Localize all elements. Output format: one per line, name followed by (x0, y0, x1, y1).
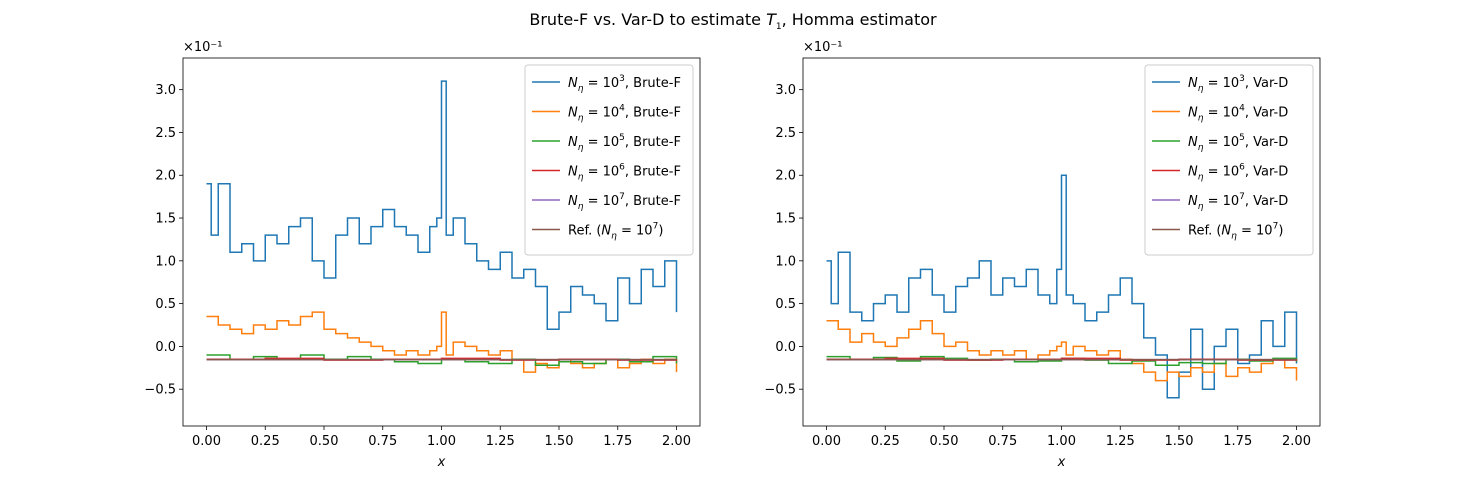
legend-label: Nη = 104, Brute-F (568, 104, 681, 124)
figure-title-suffix: , Homma estimator (782, 10, 937, 29)
y-offset-text: ×10⁻¹ (803, 40, 843, 55)
x-tick-label: 1.50 (1165, 434, 1194, 449)
y-offset-text: ×10⁻¹ (183, 40, 223, 55)
x-tick-label: 2.00 (1282, 434, 1311, 449)
x-tick-label: 1.00 (427, 434, 456, 449)
legend-frame (1144, 64, 1314, 256)
x-tick-label: 1.50 (545, 434, 574, 449)
y-tick-label: 1.5 (775, 212, 796, 227)
figure-title-prefix: Brute-F vs. Var-D to estimate (529, 10, 766, 29)
y-tick-label: 2.0 (155, 169, 176, 184)
legend-label: Nη = 106, Brute-F (568, 163, 681, 183)
figure-title-subscript: 1 (776, 22, 782, 32)
legend-label: Nη = 107, Brute-F (568, 192, 681, 212)
x-tick-label: 1.75 (1223, 434, 1252, 449)
legend: Nη = 103, Var-D Nη = 104, Var-D Nη = 105, … (1144, 64, 1314, 256)
y-tick-label: 1.5 (155, 212, 176, 227)
legend-label: Nη = 107, Var-D (1188, 192, 1288, 212)
legend: Nη = 103, Brute-F Nη = 104, Brute-F Nη = 1… (524, 64, 694, 256)
x-tick-label: 1.25 (1106, 434, 1135, 449)
x-tick-label: 0.75 (988, 434, 1017, 449)
x-tick-label: 0.50 (930, 434, 959, 449)
y-tick-label: 2.5 (155, 126, 176, 141)
series-line-c0 (826, 174, 1298, 399)
x-tick-label: 0.25 (251, 434, 280, 449)
legend-label: Ref. (Nη = 107) (568, 222, 663, 242)
series-group (826, 174, 1298, 399)
y-tick-label: 0.5 (775, 297, 796, 312)
x-tick-label: 0.00 (192, 434, 221, 449)
y-tick-label: 1.0 (155, 254, 176, 269)
y-tick-label: 3.0 (775, 83, 796, 98)
legend-label: Nη = 105, Brute-F (568, 133, 681, 153)
x-tick-label: 1.00 (1047, 434, 1076, 449)
x-tick-label: 1.25 (486, 434, 515, 449)
x-tick-label: 2.00 (662, 434, 691, 449)
right-panel: 0.00 0.25 0.50 0.75 1.00 1.25 1.50 1.75 2.00 −0.5… (764, 40, 1321, 470)
series-group (206, 80, 678, 373)
y-tick-label: 0.0 (155, 340, 176, 355)
left-panel: 0.00 0.25 0.50 0.75 1.00 1.25 1.50 1.75 2.00 −0.5… (144, 40, 701, 470)
y-tick-label: −0.5 (764, 383, 796, 398)
legend-label: Nη = 104, Var-D (1188, 104, 1288, 124)
legend-label: Nη = 103, Brute-F (568, 74, 681, 94)
x-tick-label: 0.25 (871, 434, 900, 449)
y-tick-label: 0.5 (155, 297, 176, 312)
legend-label: Ref. (Nη = 107) (1188, 222, 1283, 242)
x-axis-label: x (437, 455, 446, 470)
y-tick-label: 3.0 (155, 83, 176, 98)
y-tick-label: 2.0 (775, 169, 796, 184)
y-tick-label: 1.0 (775, 254, 796, 269)
legend-label: Nη = 103, Var-D (1188, 74, 1288, 94)
y-tick-label: 2.5 (775, 126, 796, 141)
figure-title-symbol: T (766, 10, 777, 29)
series-line-c0 (206, 80, 678, 331)
x-axis-label: x (1057, 455, 1066, 470)
legend-label: Nη = 105, Var-D (1188, 133, 1288, 153)
legend-frame (524, 64, 694, 256)
legend-label: Nη = 106, Var-D (1188, 163, 1288, 183)
x-tick-label: 0.00 (812, 434, 841, 449)
x-tick-label: 0.75 (368, 434, 397, 449)
figure-title: Brute-F vs. Var-D to estimate T1, Homma … (529, 10, 937, 32)
y-tick-label: −0.5 (144, 383, 176, 398)
x-tick-label: 0.50 (310, 434, 339, 449)
y-tick-label: 0.0 (775, 340, 796, 355)
x-tick-label: 1.75 (603, 434, 632, 449)
